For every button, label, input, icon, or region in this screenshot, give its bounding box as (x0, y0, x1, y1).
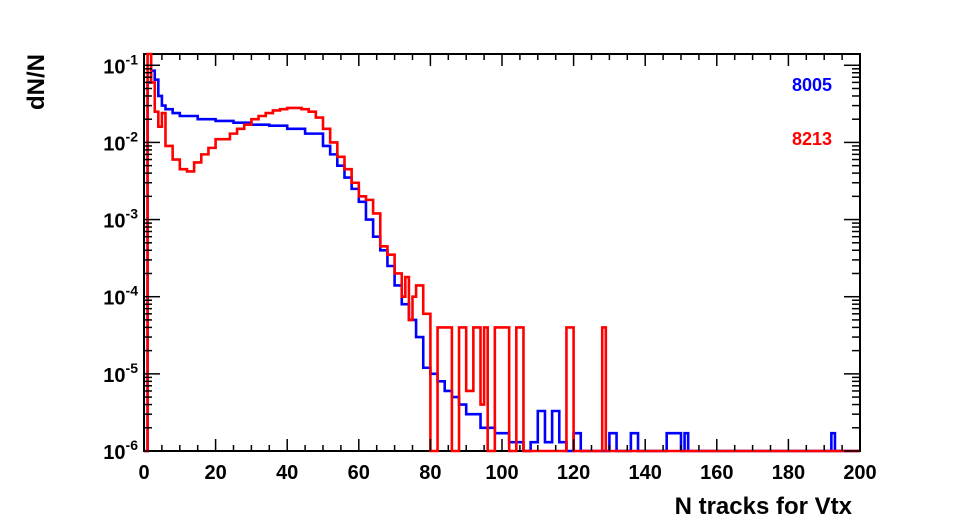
y-tick-labels: 10-6 10-5 10-4 10-3 10-2 10-1 (103, 51, 138, 464)
y-tick-label: 10-1 (103, 51, 138, 78)
x-tick-label: 80 (419, 462, 441, 484)
x-tick-label: 100 (485, 462, 518, 484)
x-tick-label: 200 (843, 462, 876, 484)
y-tick-label: 10-6 (103, 437, 138, 464)
legend: 8005 8213 (792, 75, 832, 149)
y-tick-label: 10-4 (103, 283, 138, 310)
x-tick-label: 0 (138, 462, 149, 484)
series-layer (144, 52, 860, 453)
series-line-8005 (144, 69, 860, 453)
series-line-8213 (144, 52, 860, 453)
ticks-layer (143, 54, 861, 452)
x-tick-label: 120 (557, 462, 590, 484)
x-tick-label: 180 (772, 462, 805, 484)
x-tick-label: 40 (276, 462, 298, 484)
x-tick-label: 20 (204, 462, 226, 484)
legend-entry-8213: 8213 (792, 129, 832, 149)
x-tick-label: 140 (629, 462, 662, 484)
plot-frame (143, 53, 861, 452)
x-tick-label: 60 (348, 462, 370, 484)
x-tick-labels: 0 20 40 60 80 100 120 140 160 180 200 (138, 462, 876, 484)
plot-area (143, 52, 861, 453)
y-axis-title: dN/N (23, 54, 50, 110)
legend-entry-8005: 8005 (792, 75, 832, 95)
x-axis-title: N tracks for Vtx (675, 493, 853, 520)
y-tick-label: 10-5 (103, 360, 138, 387)
y-tick-label: 10-3 (103, 206, 138, 233)
x-tick-label: 160 (700, 462, 733, 484)
y-tick-label: 10-2 (103, 128, 138, 155)
